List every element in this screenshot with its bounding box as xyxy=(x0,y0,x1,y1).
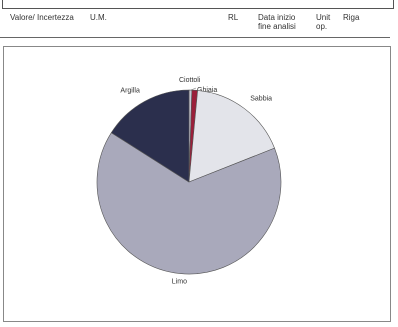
pie-label-argilla: Argilla xyxy=(120,88,140,95)
pie-label-ciottoli: Ciottoli xyxy=(179,77,201,84)
header-data-line1: Data inizio xyxy=(258,13,296,22)
pie-chart: Ciottoli Ghiaia Sabbia Limo Argilla xyxy=(96,77,282,286)
header-valore: Valore/ Incertezza xyxy=(10,13,74,22)
pie-slice-sabbia xyxy=(188,90,275,183)
header-rl: RL xyxy=(228,13,239,22)
pie-leader-ghiaia xyxy=(190,87,197,91)
header-divider xyxy=(0,37,390,38)
pie-chart-frame: Ciottoli Ghiaia Sabbia Limo Argilla xyxy=(3,46,391,322)
header-riga: Riga xyxy=(343,13,360,22)
pie-label-sabbia: Sabbia xyxy=(250,95,272,102)
pie-slice-limo xyxy=(96,132,282,275)
header-data-line2: fine analisi xyxy=(258,22,296,31)
pie-label-ghiaia: Ghiaia xyxy=(197,87,217,94)
header-um: U.M. xyxy=(90,13,107,22)
header-unit-line2: op. xyxy=(316,22,328,31)
table-header: Valore/ Incertezza U.M. RL Data inizio f… xyxy=(0,10,398,38)
top-border-box xyxy=(2,0,394,9)
pie-label-limo: Limo xyxy=(172,279,187,286)
header-unit-line1: Unit xyxy=(316,13,331,22)
pie-slice-argilla xyxy=(110,89,190,183)
